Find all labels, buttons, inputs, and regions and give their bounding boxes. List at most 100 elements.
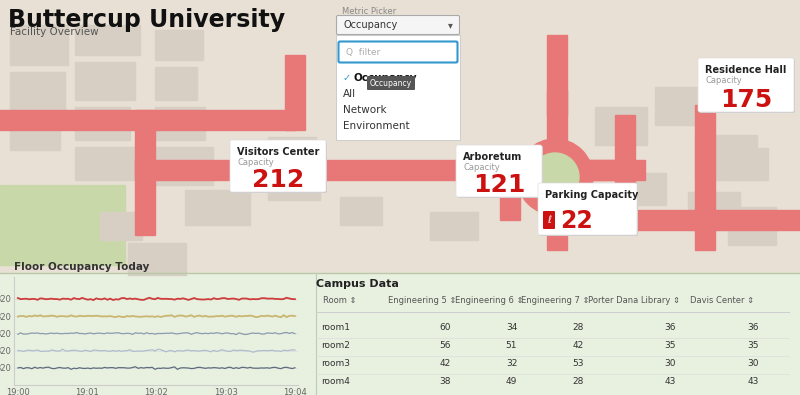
Text: Network: Network xyxy=(343,105,386,115)
Text: 35: 35 xyxy=(747,340,759,350)
Bar xyxy=(595,107,647,145)
Bar xyxy=(75,107,130,140)
Circle shape xyxy=(531,153,579,201)
Text: Campus Data: Campus Data xyxy=(316,279,399,289)
Bar xyxy=(615,115,635,230)
Text: 30: 30 xyxy=(665,359,676,368)
Text: Engineering 6 ⇕: Engineering 6 ⇕ xyxy=(454,295,523,305)
Bar xyxy=(100,212,142,240)
Text: 175: 175 xyxy=(720,88,772,112)
FancyBboxPatch shape xyxy=(698,58,794,112)
FancyBboxPatch shape xyxy=(543,211,555,229)
Text: 36: 36 xyxy=(747,323,759,331)
Bar xyxy=(135,110,155,235)
Bar xyxy=(655,87,713,125)
Bar xyxy=(688,192,740,230)
Bar xyxy=(75,62,135,100)
Text: 28: 28 xyxy=(572,377,583,386)
Bar xyxy=(695,105,715,250)
Bar xyxy=(340,197,382,225)
Bar xyxy=(480,160,550,180)
Text: Engineering 5 ⇕: Engineering 5 ⇕ xyxy=(388,295,457,305)
Bar xyxy=(615,210,800,230)
Text: 212: 212 xyxy=(252,168,304,192)
Bar xyxy=(695,135,757,180)
Bar xyxy=(730,148,768,180)
Bar xyxy=(547,165,567,250)
Text: ▾: ▾ xyxy=(448,20,453,30)
Text: Capacity: Capacity xyxy=(705,76,742,85)
Bar xyxy=(75,25,140,55)
Bar xyxy=(430,212,478,240)
Text: Visitors Center: Visitors Center xyxy=(237,147,319,157)
Text: Occupancy: Occupancy xyxy=(370,79,412,88)
Text: Room ⇕: Room ⇕ xyxy=(323,295,357,305)
Text: Q  filter: Q filter xyxy=(346,47,380,56)
Text: 43: 43 xyxy=(665,377,676,386)
FancyBboxPatch shape xyxy=(538,183,637,235)
FancyBboxPatch shape xyxy=(539,184,638,236)
Text: 30: 30 xyxy=(747,359,759,368)
Text: 53: 53 xyxy=(572,359,583,368)
Text: ℓ: ℓ xyxy=(547,215,551,225)
Bar xyxy=(10,72,65,110)
FancyBboxPatch shape xyxy=(336,35,460,140)
FancyBboxPatch shape xyxy=(699,59,795,113)
Bar xyxy=(547,35,567,115)
Bar xyxy=(500,160,645,180)
Bar xyxy=(0,110,155,130)
Bar xyxy=(728,207,776,245)
Text: room1: room1 xyxy=(321,323,350,331)
Text: Buttercup University: Buttercup University xyxy=(8,8,285,32)
Text: Arboretum: Arboretum xyxy=(463,152,522,162)
FancyBboxPatch shape xyxy=(338,41,458,62)
FancyBboxPatch shape xyxy=(456,145,542,197)
Text: Parking Capacity: Parking Capacity xyxy=(545,190,638,200)
Bar xyxy=(185,190,250,225)
Text: Porter Dana Library ⇕: Porter Dana Library ⇕ xyxy=(589,295,681,305)
Text: 43: 43 xyxy=(747,377,759,386)
Text: 60: 60 xyxy=(439,323,451,331)
Bar xyxy=(500,160,520,220)
FancyBboxPatch shape xyxy=(230,140,326,192)
Text: Occupancy: Occupancy xyxy=(354,73,418,83)
Bar xyxy=(155,110,295,130)
FancyBboxPatch shape xyxy=(367,76,415,90)
Text: Capacity: Capacity xyxy=(463,163,500,172)
Text: 49: 49 xyxy=(506,377,518,386)
Text: 42: 42 xyxy=(572,340,583,350)
Bar xyxy=(285,55,305,130)
Text: 36: 36 xyxy=(665,323,676,331)
Text: 51: 51 xyxy=(506,340,518,350)
Text: 22: 22 xyxy=(560,209,593,233)
Bar xyxy=(155,30,203,60)
Text: Environment: Environment xyxy=(343,121,410,131)
Text: 56: 56 xyxy=(439,340,451,350)
Bar xyxy=(547,90,567,165)
Bar xyxy=(567,160,627,180)
Bar xyxy=(75,147,135,180)
Bar xyxy=(618,173,666,205)
FancyBboxPatch shape xyxy=(457,146,543,198)
Text: room3: room3 xyxy=(321,359,350,368)
Bar xyxy=(10,117,60,150)
FancyBboxPatch shape xyxy=(231,141,327,193)
Bar xyxy=(155,67,197,100)
Text: Floor Occupancy Today: Floor Occupancy Today xyxy=(14,261,150,271)
Bar xyxy=(135,160,500,180)
Bar xyxy=(268,168,320,200)
Text: Occupancy: Occupancy xyxy=(344,20,398,30)
Text: 42: 42 xyxy=(440,359,451,368)
Text: 28: 28 xyxy=(572,323,583,331)
Text: Metric Picker: Metric Picker xyxy=(342,7,396,16)
Text: 38: 38 xyxy=(439,377,451,386)
Bar xyxy=(155,147,213,185)
Bar xyxy=(155,107,205,140)
Bar xyxy=(268,137,316,165)
Text: 121: 121 xyxy=(473,173,525,197)
Text: Engineering 7 ⇕: Engineering 7 ⇕ xyxy=(521,295,590,305)
Text: room4: room4 xyxy=(321,377,350,386)
Text: Davis Center ⇕: Davis Center ⇕ xyxy=(690,295,754,305)
Text: 35: 35 xyxy=(665,340,676,350)
Text: 32: 32 xyxy=(506,359,518,368)
